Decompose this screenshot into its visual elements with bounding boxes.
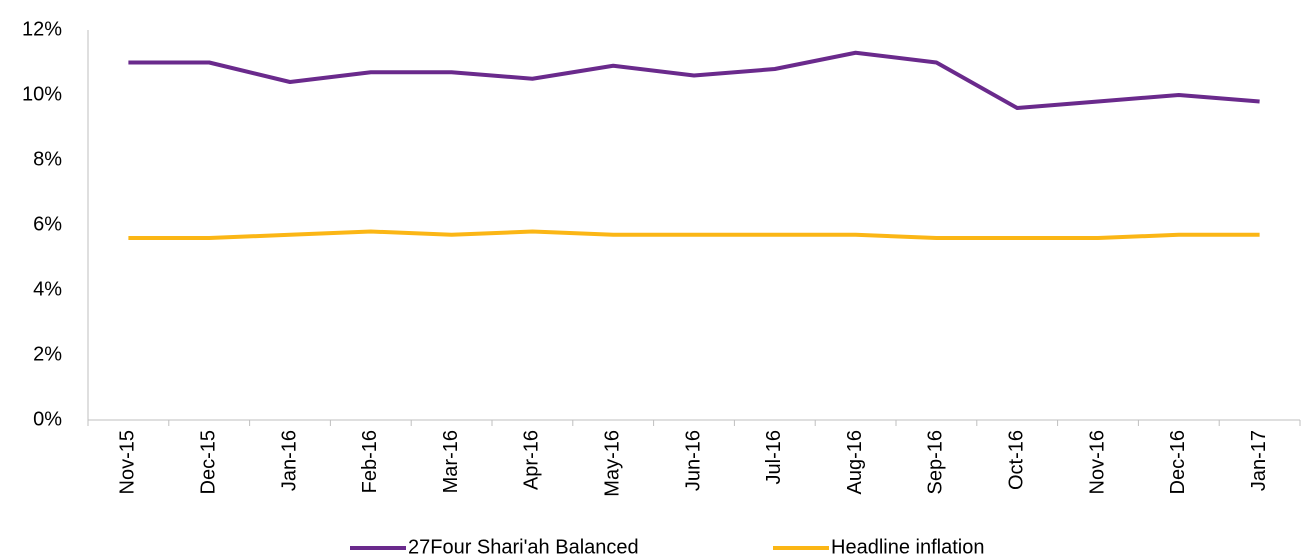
y-tick-label: 12% [22, 18, 62, 40]
x-tick-label: Sep-16 [925, 430, 947, 495]
x-tick-label: Nov-15 [117, 430, 139, 494]
series-line [128, 229, 1260, 240]
x-tick-label: Dec-15 [197, 430, 219, 494]
x-tick-label: May-16 [601, 430, 623, 497]
x-tick-label: Mar-16 [440, 430, 462, 493]
x-tick-label: Feb-16 [359, 430, 381, 493]
x-tick-label: Jan-17 [1248, 430, 1270, 491]
y-tick-label: 2% [33, 343, 62, 365]
y-tick-label: 10% [22, 83, 62, 105]
x-tick-label: Apr-16 [521, 430, 543, 490]
y-tick-label: 6% [33, 213, 62, 235]
x-tick-label: Jun-16 [682, 430, 704, 491]
x-tick-label: Jul-16 [763, 430, 785, 484]
x-tick-label: Oct-16 [1005, 430, 1027, 490]
y-tick-label: 0% [33, 408, 62, 430]
legend-label: Headline inflation [831, 536, 984, 558]
x-tick-label: Aug-16 [844, 430, 866, 495]
y-tick-label: 8% [33, 148, 62, 170]
x-tick-label: Jan-16 [278, 430, 300, 491]
x-tick-label: Nov-16 [1086, 430, 1108, 494]
x-tick-label: Dec-16 [1167, 430, 1189, 494]
y-tick-label: 4% [33, 278, 62, 300]
series-line [128, 50, 1260, 110]
legend-label: 27Four Shari'ah Balanced [408, 536, 639, 558]
